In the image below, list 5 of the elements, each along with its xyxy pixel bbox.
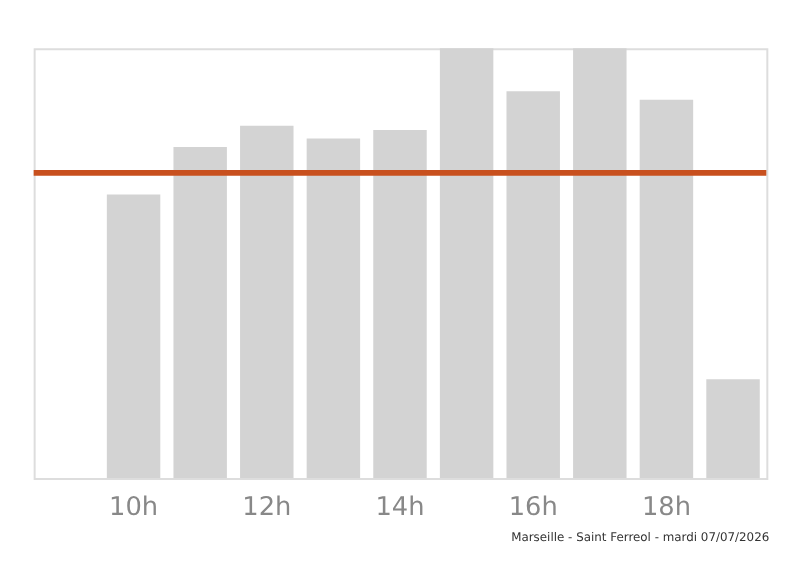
x-tick-label: 10h xyxy=(109,492,159,523)
x-tick-label: 12h xyxy=(242,492,292,523)
x-tick-label: 14h xyxy=(375,492,425,523)
x-tick-label: 16h xyxy=(508,492,558,523)
x-tick-label: 18h xyxy=(641,492,691,523)
